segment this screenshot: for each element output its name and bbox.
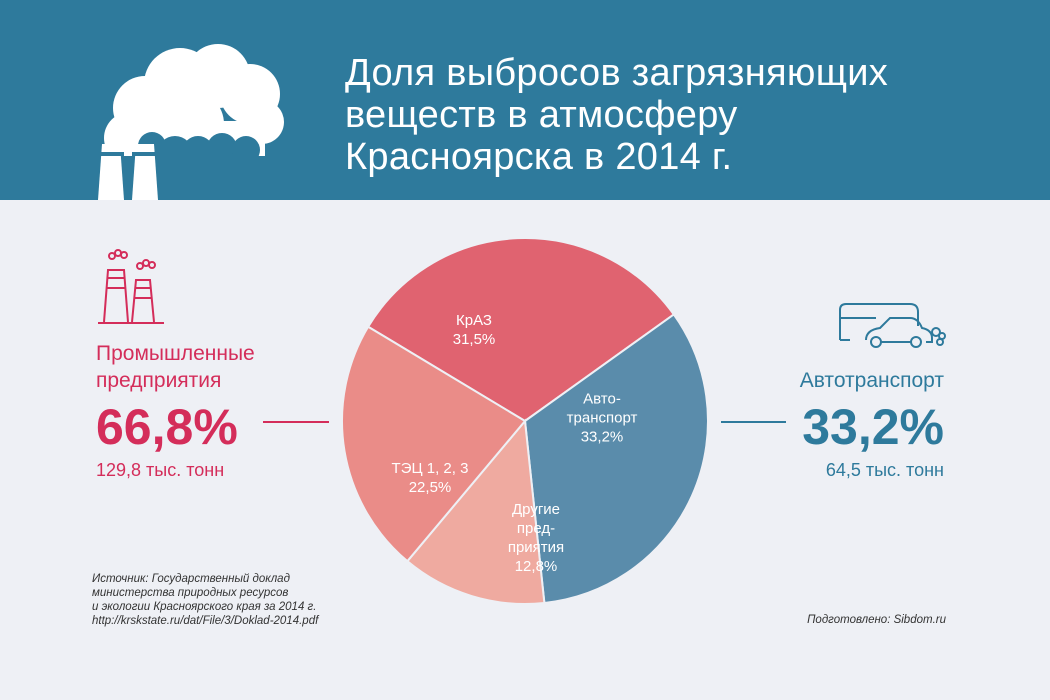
pie-slice-label: Другие пред-приятия 12,8%: [508, 500, 564, 576]
pie-slice-label-line: Авто-: [583, 390, 621, 408]
pie-slice-label-line: 31,5%: [452, 331, 496, 348]
industry-name-line: Промышленные: [96, 342, 255, 365]
industry-percent: 66,8%: [96, 399, 238, 455]
transport-tons: 64,5 тыс. тонн: [825, 460, 944, 480]
industry-connector-line: [263, 421, 329, 423]
pie-slice: [405, 418, 546, 605]
source-line: Источник: Государственный доклад: [92, 573, 290, 585]
pie-slice-label-line: Другие: [511, 501, 561, 518]
pie-chart: КрАЗ 31,5% Авто-транспорт 33,2% Другие пред-п…: [340, 236, 710, 611]
factory-smoke-icon: [98, 44, 284, 200]
pie-slice-label-line: 33,2%: [580, 428, 624, 446]
title-line: Красноярска в 2014 г.: [345, 136, 733, 178]
industry-name-line: предприятия: [96, 369, 222, 392]
pie-chart-svg: [341, 237, 709, 605]
credit-note: Подготовлено: Sibdom.ru: [807, 614, 946, 626]
industry-name: Промышленные предприятия: [96, 340, 255, 394]
title-line: Доля выбросов загрязняющих: [345, 52, 889, 94]
pie-slice-label: Авто-транспорт 33,2%: [567, 390, 638, 447]
bus-car-icon: [839, 303, 946, 348]
pie-slice: [341, 325, 527, 563]
pie-slice-label-line: КрАЗ: [456, 312, 492, 329]
pie-slice-label: ТЭЦ 1, 2, 3 22,5%: [392, 459, 469, 497]
source-note: Источник: Государственный доклад министе…: [92, 572, 318, 628]
source-link: http://krskstate.ru/dat/File/3/Doklad-20…: [92, 615, 319, 627]
pie-slice-label-line: транспорт: [566, 409, 638, 427]
header-banner: Доля выбросов загрязняющих веществ в атм…: [0, 0, 1050, 200]
pie-slice-label-line: ТЭЦ 1, 2, 3: [391, 460, 469, 477]
transport-summary: Автотранспорт 33,2% 64,5 тыс. тонн: [800, 367, 944, 481]
pie-slice-label-line: 22,5%: [408, 479, 452, 496]
pie-slice-label-line: приятия: [507, 539, 565, 556]
industry-tons: 129,8 тыс. тонн: [96, 460, 225, 480]
factory-icon: [98, 249, 164, 324]
source-line: и экологии Красноярского края за 2014 г.: [92, 601, 317, 613]
pie-slice: [523, 313, 709, 605]
page-title: Доля выбросов загрязняющих веществ в атм…: [345, 52, 985, 178]
industry-summary: Промышленные предприятия 66,8% 129,8 тыс…: [96, 340, 255, 481]
title-line: веществ в атмосферу: [345, 94, 738, 136]
source-line: министерства природных ресурсов: [92, 587, 289, 599]
pie-slice: [366, 237, 676, 423]
pie-slice-label: КрАЗ 31,5%: [453, 311, 496, 349]
transport-percent: 33,2%: [802, 399, 944, 455]
transport-name: Автотранспорт: [799, 369, 944, 392]
pie-slice-label-line: пред-: [516, 520, 556, 537]
pie-slice-label-line: 12,8%: [514, 558, 558, 575]
transport-connector-line: [721, 421, 786, 423]
